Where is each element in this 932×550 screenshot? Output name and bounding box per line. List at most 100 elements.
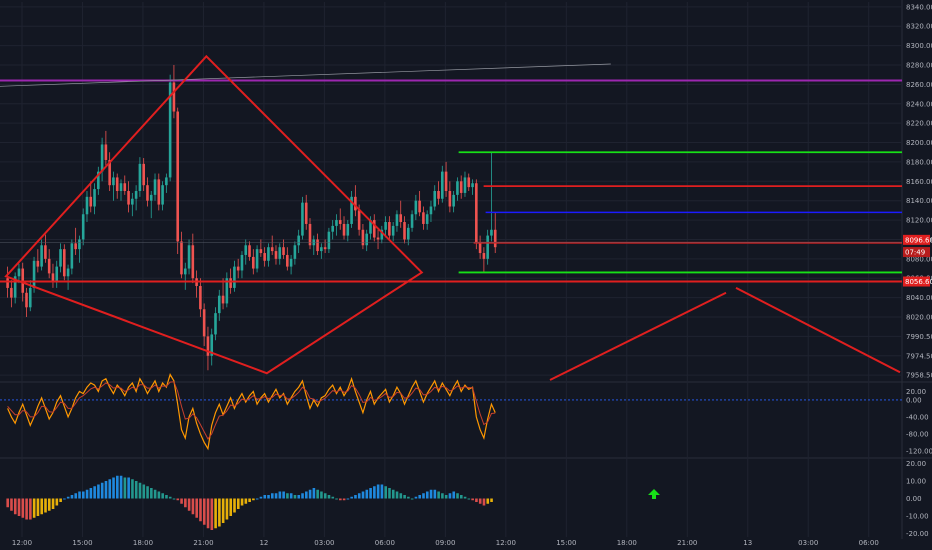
candle[interactable] xyxy=(410,214,414,228)
candle[interactable] xyxy=(51,273,55,283)
candle[interactable] xyxy=(202,309,206,337)
candle[interactable] xyxy=(146,185,149,201)
candle[interactable] xyxy=(384,222,387,230)
candle[interactable] xyxy=(134,191,138,199)
candle[interactable] xyxy=(40,245,43,267)
candle[interactable] xyxy=(406,227,410,240)
candle[interactable] xyxy=(493,229,497,248)
candle[interactable] xyxy=(214,313,217,335)
candle[interactable] xyxy=(78,239,81,250)
candle[interactable] xyxy=(172,82,176,112)
candle[interactable] xyxy=(297,235,300,246)
candle[interactable] xyxy=(490,229,493,236)
candle[interactable] xyxy=(403,222,406,240)
trend-line-thin[interactable] xyxy=(0,63,611,87)
candle[interactable] xyxy=(191,245,195,279)
candle[interactable] xyxy=(478,243,482,254)
candle[interactable] xyxy=(414,200,418,215)
candle[interactable] xyxy=(475,183,478,244)
candle[interactable] xyxy=(168,82,172,178)
candle[interactable] xyxy=(183,268,187,275)
candle[interactable] xyxy=(482,253,486,259)
candle[interactable] xyxy=(316,239,319,252)
candle[interactable] xyxy=(395,214,399,226)
candle[interactable] xyxy=(176,111,179,242)
candle[interactable] xyxy=(365,233,368,246)
candle[interactable] xyxy=(59,249,62,267)
osc-line-signal[interactable] xyxy=(7,381,496,440)
candle[interactable] xyxy=(55,266,59,283)
candle[interactable] xyxy=(252,256,255,269)
projection-up-line[interactable] xyxy=(549,291,727,381)
candle[interactable] xyxy=(361,229,365,246)
candle[interactable] xyxy=(327,231,331,250)
candle[interactable] xyxy=(304,202,308,224)
candle[interactable] xyxy=(229,278,232,288)
candle[interactable] xyxy=(452,194,455,207)
candle[interactable] xyxy=(270,247,274,252)
candle[interactable] xyxy=(433,191,437,207)
candle[interactable] xyxy=(142,163,145,186)
candle[interactable] xyxy=(323,247,327,250)
osc-line-main[interactable] xyxy=(7,373,496,451)
candle[interactable] xyxy=(350,196,353,224)
candle[interactable] xyxy=(354,196,357,211)
candle[interactable] xyxy=(93,189,96,207)
candle[interactable] xyxy=(441,171,444,199)
candle[interactable] xyxy=(74,243,77,250)
candle[interactable] xyxy=(267,247,270,261)
candle[interactable] xyxy=(36,260,40,267)
candle[interactable] xyxy=(448,191,452,207)
candle[interactable] xyxy=(429,206,433,215)
projection-down-line[interactable] xyxy=(735,287,901,374)
candle[interactable] xyxy=(274,251,278,259)
candle[interactable] xyxy=(289,258,293,267)
candle[interactable] xyxy=(444,171,448,191)
candle[interactable] xyxy=(66,268,70,277)
candle[interactable] xyxy=(100,144,104,172)
price-panel[interactable] xyxy=(6,65,497,371)
candle[interactable] xyxy=(259,249,263,254)
candle[interactable] xyxy=(248,245,251,257)
candle[interactable] xyxy=(380,229,384,240)
candle[interactable] xyxy=(459,181,463,193)
candle[interactable] xyxy=(456,181,459,195)
candle[interactable] xyxy=(17,268,21,277)
candle[interactable] xyxy=(199,285,202,310)
candle[interactable] xyxy=(486,235,489,259)
candle[interactable] xyxy=(278,247,282,259)
candle[interactable] xyxy=(346,223,350,236)
candle[interactable] xyxy=(225,278,229,304)
candle[interactable] xyxy=(217,295,221,314)
candle[interactable] xyxy=(81,214,85,240)
candle[interactable] xyxy=(320,247,323,252)
candle[interactable] xyxy=(112,177,115,186)
candle[interactable] xyxy=(123,183,127,191)
candle[interactable] xyxy=(157,179,161,205)
oscillator-panel[interactable] xyxy=(0,373,902,451)
candle[interactable] xyxy=(85,196,89,215)
candle[interactable] xyxy=(6,278,9,288)
candle[interactable] xyxy=(342,223,346,236)
candle[interactable] xyxy=(187,245,191,269)
candle[interactable] xyxy=(165,177,168,186)
candle[interactable] xyxy=(293,245,297,259)
candle[interactable] xyxy=(286,254,289,267)
candle[interactable] xyxy=(240,254,244,271)
candle[interactable] xyxy=(10,287,13,298)
candle[interactable] xyxy=(308,223,312,246)
candle[interactable] xyxy=(391,225,395,236)
candle[interactable] xyxy=(399,214,403,223)
candle[interactable] xyxy=(47,258,51,274)
candle[interactable] xyxy=(467,177,471,188)
candle[interactable] xyxy=(233,266,236,288)
candle[interactable] xyxy=(108,159,111,186)
candle[interactable] xyxy=(13,276,17,298)
candle[interactable] xyxy=(471,183,474,188)
candle[interactable] xyxy=(372,220,376,238)
candle[interactable] xyxy=(32,260,36,288)
candle[interactable] xyxy=(206,336,210,356)
candle[interactable] xyxy=(376,237,380,240)
candle[interactable] xyxy=(28,287,32,308)
